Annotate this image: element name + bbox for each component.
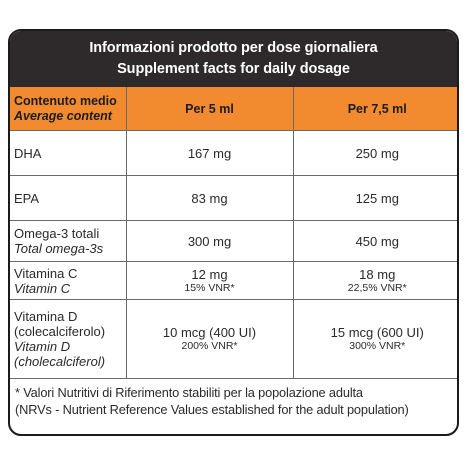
value-per-7-5ml: 250 mg bbox=[292, 130, 457, 176]
row-label-english: Total omega-3s bbox=[14, 241, 104, 256]
header-label-italian: Contenuto medio bbox=[14, 93, 117, 108]
header-per-5ml: Per 5 ml bbox=[125, 87, 294, 131]
value-per-7-5ml: 450 mg bbox=[292, 220, 457, 262]
row-label: Vitamina C Vitamin C bbox=[10, 261, 127, 300]
table-row-epa: EPA 83 mg 125 mg bbox=[10, 175, 457, 221]
value-per-5ml: 83 mg bbox=[125, 175, 294, 221]
header-label-english: Average content bbox=[14, 108, 112, 123]
table-row-vitamin-c: Vitamina C Vitamin C 12 mg 15% VNR* 18 m… bbox=[10, 261, 457, 300]
nrv-percent: 22,5% VNR* bbox=[347, 281, 407, 294]
header-per-7-5ml: Per 7,5 ml bbox=[292, 87, 457, 131]
header-content-label: Contenuto medio Average content bbox=[10, 87, 127, 131]
value-per-5ml: 167 mg bbox=[125, 130, 294, 176]
amount: 10 mcg (400 UI) bbox=[162, 325, 257, 340]
row-label-italian-detail: (colecalciferolo) bbox=[14, 324, 106, 339]
value-per-7-5ml: 125 mg bbox=[292, 175, 457, 221]
table-row-vitamin-d: Vitamina D (colecalciferolo) Vitamin D (… bbox=[10, 299, 457, 379]
nrv-percent: 15% VNR* bbox=[184, 281, 235, 294]
table-row-dha: DHA 167 mg 250 mg bbox=[10, 130, 457, 176]
value-per-7-5ml: 18 mg 22,5% VNR* bbox=[292, 261, 457, 300]
table-row-omega3: Omega-3 totali Total omega-3s 300 mg 450… bbox=[10, 220, 457, 262]
row-label-english-detail: (cholecalciferol) bbox=[14, 354, 106, 369]
nrv-percent: 300% VNR* bbox=[349, 340, 406, 352]
footnote-italian: * Valori Nutritivi di Riferimento stabil… bbox=[15, 385, 363, 400]
row-label-english: Vitamin D bbox=[14, 339, 71, 354]
title-italian: Informazioni prodotto per dose giornalie… bbox=[89, 40, 378, 56]
title-english: Supplement facts for daily dosage bbox=[117, 61, 350, 77]
row-label-italian: Vitamina C bbox=[14, 265, 78, 281]
row-label-italian: Omega-3 totali bbox=[14, 226, 100, 241]
value-per-5ml: 300 mg bbox=[125, 220, 294, 262]
row-label: Vitamina D (colecalciferolo) Vitamin D (… bbox=[10, 299, 127, 379]
row-label: Omega-3 totali Total omega-3s bbox=[10, 220, 127, 262]
panel-title: Informazioni prodotto per dose giornalie… bbox=[10, 31, 457, 87]
footnote-english: (NRVs - Nutrient Reference Values establ… bbox=[15, 402, 409, 417]
supplement-facts-panel: Informazioni prodotto per dose giornalie… bbox=[8, 29, 459, 436]
value-per-7-5ml: 15 mcg (600 UI) 300% VNR* bbox=[292, 299, 457, 379]
amount: 18 mg bbox=[359, 266, 396, 282]
value-per-5ml: 10 mcg (400 UI) 200% VNR* bbox=[125, 299, 294, 379]
footnote-row: * Valori Nutritivi di Riferimento stabil… bbox=[10, 378, 457, 430]
amount: 15 mcg (600 UI) bbox=[330, 325, 424, 340]
footnote: * Valori Nutritivi di Riferimento stabil… bbox=[10, 378, 457, 430]
row-label: EPA bbox=[10, 175, 127, 221]
amount: 12 mg bbox=[191, 266, 228, 282]
header-row: Contenuto medio Average content Per 5 ml… bbox=[10, 87, 457, 131]
nrv-percent: 200% VNR* bbox=[181, 340, 238, 352]
row-label-italian: Vitamina D bbox=[14, 309, 78, 324]
facts-table: Contenuto medio Average content Per 5 ml… bbox=[10, 87, 457, 430]
value-per-5ml: 12 mg 15% VNR* bbox=[125, 261, 294, 300]
row-label-english: Vitamin C bbox=[14, 280, 71, 296]
row-label: DHA bbox=[10, 130, 127, 176]
